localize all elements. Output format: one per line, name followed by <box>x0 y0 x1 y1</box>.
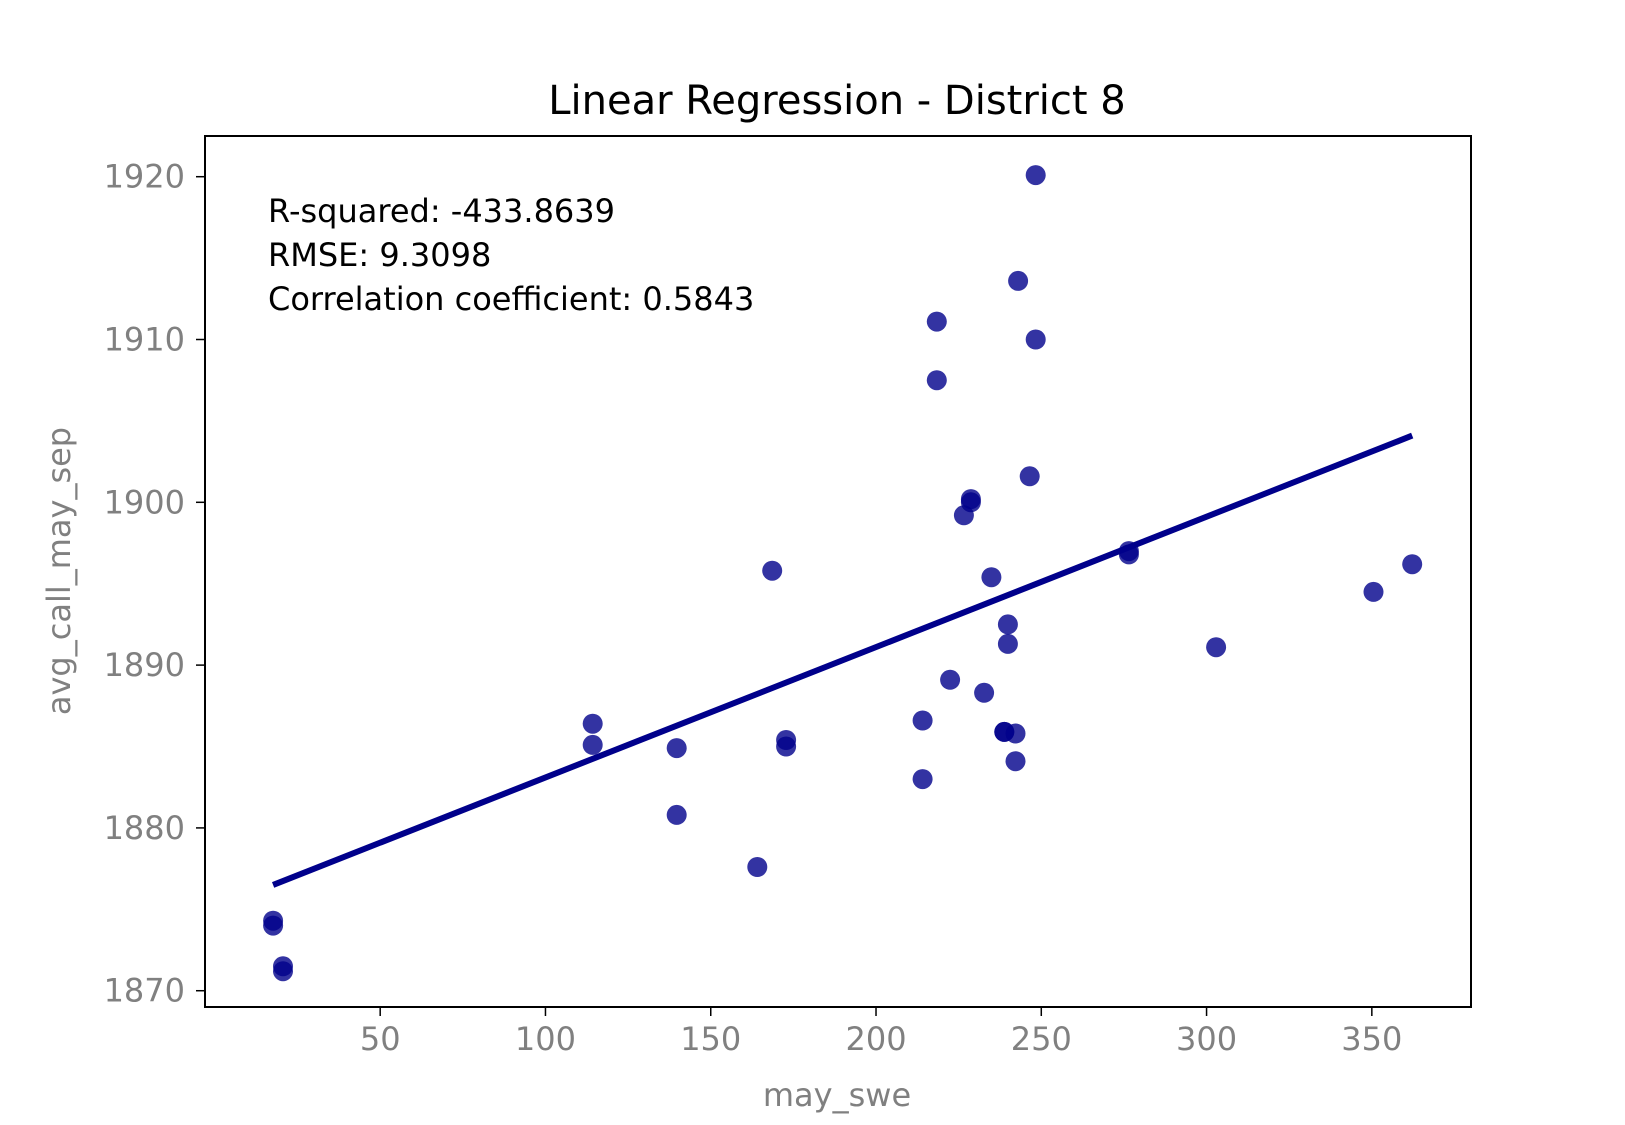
y-tick-label: 1920 <box>104 158 185 196</box>
data-point <box>1005 723 1026 744</box>
x-axis-label: may_swe <box>763 1076 911 1114</box>
data-point <box>666 738 687 759</box>
data-point <box>997 633 1018 654</box>
ticks-layer: 50 100 150 200 250 300 350 1870 1880 1890 1900 1910… <box>104 158 1403 1058</box>
data-point <box>1019 466 1040 487</box>
data-point <box>1025 165 1046 186</box>
y-tick-label: 1910 <box>104 321 185 359</box>
data-point <box>747 857 768 877</box>
annotation-r-squared: R-squared: -433.8639 <box>268 192 615 230</box>
data-point <box>912 710 933 731</box>
y-axis-label: avg_call_may_sep <box>40 427 78 715</box>
data-point <box>1402 554 1423 575</box>
data-point <box>776 736 797 757</box>
data-point <box>263 915 284 936</box>
x-tick-label: 100 <box>515 1020 576 1058</box>
y-tick-label: 1890 <box>104 646 185 684</box>
data-point <box>1363 581 1384 602</box>
data-point <box>960 492 981 513</box>
plot-area-frame <box>204 135 1472 1008</box>
data-point <box>1005 751 1026 772</box>
y-tick-label: 1880 <box>104 809 185 847</box>
data-point <box>1206 637 1227 658</box>
data-point <box>926 311 947 332</box>
data-point <box>1025 329 1046 350</box>
x-tick-label: 50 <box>360 1020 401 1058</box>
annotation-rmse: RMSE: 9.3098 <box>268 236 491 274</box>
data-point <box>926 370 947 391</box>
data-point <box>940 669 961 690</box>
chart-title: Linear Regression - District 8 <box>548 78 1126 124</box>
y-tick-label: 1900 <box>104 483 185 521</box>
data-point <box>762 560 783 581</box>
x-tick-label: 200 <box>845 1020 906 1058</box>
data-point <box>997 614 1018 635</box>
regression-line <box>271 432 1414 888</box>
x-tick-label: 350 <box>1341 1020 1402 1058</box>
data-point <box>582 734 603 755</box>
stats-annotation: R-squared: -433.8639 RMSE: 9.3098 Correl… <box>268 192 754 318</box>
data-point <box>273 961 293 982</box>
data-point <box>912 769 933 790</box>
data-point <box>582 713 603 734</box>
data-point <box>981 567 1002 588</box>
data-point <box>666 804 687 825</box>
marks-layer <box>263 165 1423 982</box>
data-point <box>1008 270 1029 291</box>
annotation-correlation: Correlation coefficient: 0.5843 <box>268 280 754 318</box>
y-tick-label: 1870 <box>104 972 185 1010</box>
x-tick-label: 150 <box>680 1020 741 1058</box>
data-point <box>974 682 995 703</box>
x-tick-label: 300 <box>1176 1020 1237 1058</box>
x-tick-label: 250 <box>1011 1020 1072 1058</box>
